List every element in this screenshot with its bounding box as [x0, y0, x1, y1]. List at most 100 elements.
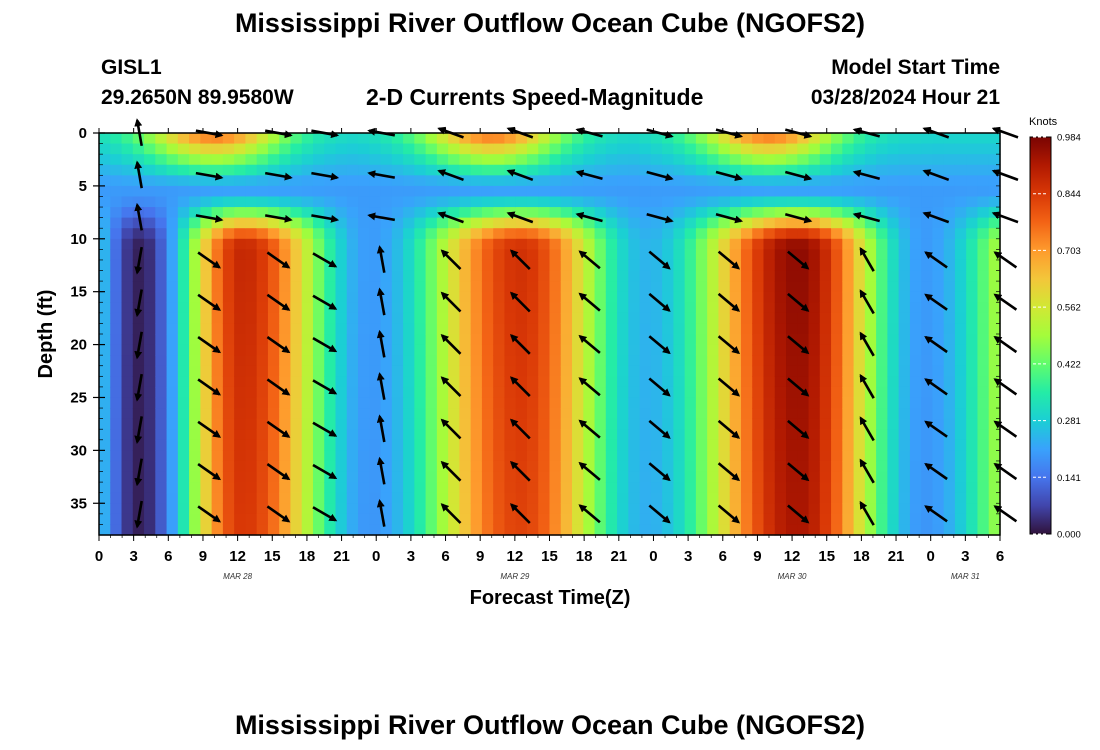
heatmap-cell: [718, 386, 731, 399]
heatmap-cell: [324, 312, 337, 325]
heatmap-cell: [729, 249, 742, 261]
heatmap-cell: [414, 386, 427, 399]
heatmap-cell: [966, 386, 979, 399]
heatmap-cell: [312, 185, 325, 198]
heatmap-cell: [380, 429, 393, 441]
heatmap-cell: [144, 291, 156, 303]
heatmap-cell: [740, 503, 753, 515]
heatmap-cell: [662, 408, 674, 420]
current-vector: [134, 500, 143, 529]
heatmap-cell: [560, 429, 573, 441]
heatmap-cell: [256, 397, 269, 409]
heatmap-cell: [639, 450, 652, 462]
heatmap-cell: [459, 482, 472, 494]
heatmap-cell: [324, 133, 337, 145]
heatmap-cell: [234, 397, 247, 409]
heatmap-cell: [391, 397, 404, 409]
heatmap-cell: [673, 270, 686, 282]
heatmap-cell: [628, 429, 641, 441]
heatmap-cell: [943, 154, 956, 166]
current-vector: [993, 251, 1018, 269]
heatmap-cell: [200, 397, 213, 409]
heatmap-cell: [977, 196, 990, 208]
heatmap-cell: [752, 376, 765, 388]
current-vector: [506, 169, 534, 182]
y-tick-label: 25: [70, 389, 87, 406]
heatmap-cell: [695, 439, 708, 451]
heatmap-cell: [617, 460, 629, 473]
heatmap-cell: [279, 323, 292, 335]
heatmap-cell: [335, 429, 348, 441]
heatmap-cell: [99, 439, 111, 451]
heatmap-cell: [200, 143, 213, 155]
heatmap-cell: [605, 492, 618, 504]
heatmap-cell: [729, 185, 742, 198]
heatmap-cell: [369, 154, 382, 166]
heatmap-cell: [831, 259, 843, 272]
heatmap-cell: [166, 503, 179, 515]
heatmap-cell: [909, 175, 922, 187]
heatmap-cell: [177, 471, 190, 483]
heatmap-cell: [189, 524, 201, 536]
heatmap-cell: [290, 450, 303, 462]
heatmap-cell: [684, 323, 697, 335]
heatmap-cell: [628, 450, 641, 462]
heatmap-cell: [808, 291, 821, 303]
heatmap-cell: [954, 154, 967, 166]
heatmap-cell: [358, 397, 370, 409]
heatmap-cell: [144, 460, 156, 473]
heatmap-cell: [369, 228, 382, 240]
heatmap-cell: [628, 460, 641, 473]
heatmap-cell: [876, 259, 888, 272]
heatmap-cell: [763, 418, 776, 430]
heatmap-cell: [819, 524, 832, 536]
heatmap-cell: [312, 355, 325, 367]
heatmap-cell: [538, 302, 551, 314]
heatmap-cell: [695, 397, 708, 409]
heatmap-cell: [740, 365, 753, 377]
colorbar-tick-label: 0.844: [1057, 189, 1081, 200]
heatmap-cell: [707, 376, 720, 388]
heatmap-cell: [605, 439, 618, 451]
heatmap-cell: [380, 259, 393, 272]
heatmap-cell: [977, 334, 990, 346]
heatmap-cell: [752, 513, 765, 526]
heatmap-cell: [977, 238, 990, 250]
heatmap-cell: [144, 175, 156, 187]
heatmap-cell: [662, 196, 674, 208]
current-vector: [376, 287, 386, 316]
heatmap-cell: [819, 471, 832, 483]
heatmap-cell: [549, 154, 562, 166]
heatmap-cell: [256, 185, 269, 198]
heatmap-cell: [673, 154, 686, 166]
colorbar-tick-label: 0.422: [1057, 359, 1081, 370]
heatmap-cell: [560, 228, 573, 240]
heatmap-cell: [481, 397, 494, 409]
heatmap-cell: [853, 334, 866, 346]
heatmap-cell: [954, 482, 967, 494]
heatmap-cell: [414, 344, 427, 356]
heatmap-cell: [358, 270, 370, 282]
heatmap-cell: [628, 270, 641, 282]
heatmap-cell: [639, 302, 652, 314]
heatmap-cell: [684, 450, 697, 462]
heatmap-cell: [324, 355, 337, 367]
heatmap-cell: [605, 471, 618, 483]
heatmap-cell: [932, 217, 945, 229]
heatmap-cell: [222, 259, 235, 272]
heatmap-cell: [267, 291, 280, 303]
heatmap-cell: [786, 302, 798, 314]
heatmap-cell: [718, 397, 731, 409]
heatmap-cell: [831, 482, 843, 494]
heatmap-cell: [617, 418, 629, 430]
heatmap-cell: [459, 291, 472, 303]
heatmap-cell: [617, 291, 629, 303]
heatmap-cell: [459, 164, 472, 176]
heatmap-cell: [132, 376, 145, 388]
heatmap-cell: [695, 344, 708, 356]
heatmap-cell: [842, 513, 855, 526]
heatmap-cell: [707, 164, 720, 176]
heatmap-cell: [448, 133, 460, 145]
current-vector: [266, 378, 291, 396]
